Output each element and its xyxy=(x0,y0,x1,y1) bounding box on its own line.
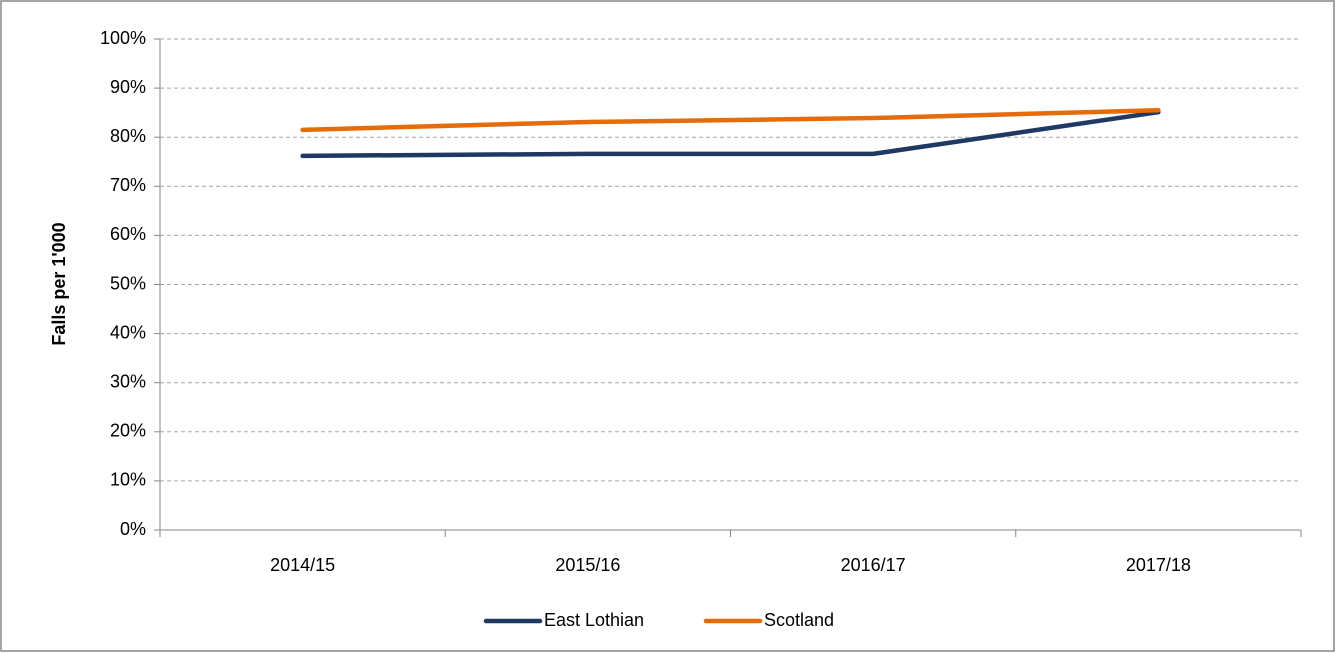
x-tick-label: 2016/17 xyxy=(841,555,906,575)
y-axis-label: Falls per 1'000 xyxy=(49,222,69,345)
y-tick-label: 30% xyxy=(110,371,146,391)
y-tick-label: 70% xyxy=(110,175,146,195)
y-tick-label: 60% xyxy=(110,224,146,244)
series-line xyxy=(300,107,1161,133)
y-tick-label: 10% xyxy=(110,470,146,490)
legend-label: East Lothian xyxy=(544,610,644,630)
y-tick-label: 100% xyxy=(100,28,146,48)
y-tick-label: 50% xyxy=(110,273,146,293)
x-tick-label: 2014/15 xyxy=(270,555,335,575)
y-tick-label: 0% xyxy=(120,519,146,539)
x-tick-label: 2017/18 xyxy=(1126,555,1191,575)
x-tick-label: 2015/16 xyxy=(555,555,620,575)
series-line xyxy=(300,109,1161,159)
y-tick-label: 20% xyxy=(110,421,146,441)
legend-label: Scotland xyxy=(764,610,834,630)
y-tick-label: 80% xyxy=(110,126,146,146)
y-tick-label: 40% xyxy=(110,322,146,342)
y-tick-label: 90% xyxy=(110,77,146,97)
